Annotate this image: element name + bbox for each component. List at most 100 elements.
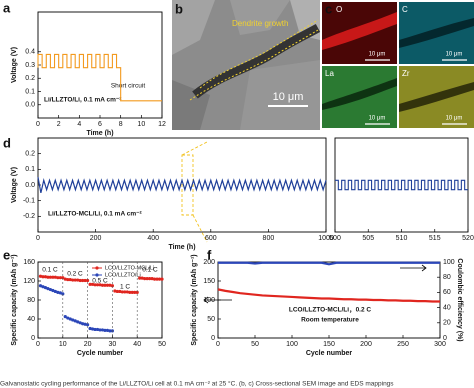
annotation: 1 C	[120, 284, 130, 291]
data-point	[157, 277, 162, 281]
y-tick-label: 100	[203, 297, 215, 304]
data-line	[37, 177, 327, 193]
y-tick-label: 0.0	[25, 102, 35, 109]
data-point	[152, 277, 157, 281]
eds-maps: c O C La Zr 10 μm 10 μm 10 μm 10 μm	[322, 1, 474, 128]
map-element: O	[336, 5, 342, 14]
annotation: 0.1 C	[142, 267, 158, 274]
data-point	[100, 283, 105, 287]
data-point	[98, 328, 102, 332]
data-point	[120, 290, 124, 294]
data-point	[138, 276, 142, 280]
y-tick-label: 0.4	[25, 49, 35, 56]
data-point	[81, 322, 85, 326]
x-tick-label: 500	[329, 235, 341, 242]
y-tick-label: 160	[23, 259, 35, 266]
data-point	[58, 291, 62, 295]
image-label: Dendrite growth	[232, 19, 288, 28]
y-axis-label: Specific capacity (mAh g⁻¹)	[11, 254, 18, 345]
x-tick-label: 0	[36, 341, 40, 348]
data-point	[98, 283, 102, 287]
data-point	[125, 290, 129, 294]
data-point	[63, 315, 67, 319]
x-tick-label: 6	[98, 121, 102, 128]
data-point	[93, 283, 97, 287]
x-axis-label: Cycle number	[306, 350, 353, 357]
legend-label: LCO/LLZTO/Li	[105, 272, 141, 278]
x-tick-label: 0	[216, 341, 220, 348]
data-point	[46, 275, 50, 279]
data-point	[113, 289, 117, 293]
data-point	[93, 327, 97, 332]
panel-letter: e	[3, 247, 10, 262]
y2-tick-label: 40	[443, 304, 451, 311]
data-point	[110, 284, 114, 288]
data-point	[38, 274, 43, 278]
x-tick-label: 20	[84, 341, 92, 348]
x-tick-label: 50	[158, 341, 166, 348]
data-line	[217, 288, 440, 303]
data-point	[68, 277, 72, 282]
legend-marker	[95, 266, 99, 270]
data-point	[108, 329, 112, 333]
y2-tick-label: 60	[443, 289, 451, 296]
annotation: Short circuit	[111, 83, 146, 90]
data-point	[76, 278, 80, 282]
data-point	[73, 319, 77, 323]
y-axis-label: Specific capacity (mAh g⁻¹)	[191, 254, 198, 345]
data-point	[133, 290, 137, 294]
x-tick-label: 200	[360, 341, 372, 348]
x-tick-label: 300	[434, 341, 446, 348]
x-tick-label: 50	[251, 341, 259, 348]
x-tick-label: 600	[205, 235, 217, 242]
data-line	[37, 53, 162, 102]
data-point	[56, 276, 60, 280]
scale-bar-label: 10 μm	[446, 52, 463, 58]
data-point	[61, 292, 65, 296]
y-tick-label: 0.2	[25, 151, 35, 158]
y-tick-label: 0.1	[25, 166, 35, 173]
x-tick-label: 150	[323, 341, 335, 348]
y-tick-label: 40	[27, 316, 35, 323]
data-point	[63, 277, 67, 281]
data-point	[105, 328, 110, 332]
x-tick-label: 40	[133, 341, 141, 348]
data-point	[103, 328, 107, 332]
x-tick-label: 0	[36, 235, 40, 242]
data-point	[90, 282, 95, 286]
data-point	[61, 276, 65, 280]
data-point	[71, 278, 75, 282]
scale-bar-label: 10 μm	[273, 91, 304, 103]
x-tick-label: 2	[57, 121, 61, 128]
y-tick-label: 200	[203, 259, 215, 266]
data-point	[130, 290, 134, 294]
y2-tick-label: 80	[443, 274, 451, 281]
panel-letter: c	[325, 1, 332, 16]
y-tick-label: 0.1	[25, 88, 35, 95]
data-point	[123, 290, 127, 294]
x-tick-label: 4	[77, 121, 81, 128]
legend-label: LCO/LLZTO-MCL/Li	[105, 265, 154, 271]
y-tick-label: -0.2	[23, 213, 35, 220]
data-point	[145, 277, 149, 281]
y2-tick-label: 0	[443, 335, 447, 342]
data-point	[66, 277, 70, 282]
zoom-indicator	[181, 141, 208, 243]
x-tick-label: 800	[263, 235, 275, 242]
data-point	[48, 275, 53, 279]
legend-marker	[95, 273, 99, 277]
y-tick-label: 0	[211, 335, 215, 342]
x-tick-label: 510	[396, 235, 408, 242]
data-point	[78, 278, 82, 283]
data-point	[86, 323, 90, 327]
data-point	[105, 283, 110, 287]
data-point	[51, 275, 55, 279]
y-tick-label: 0.2	[25, 75, 35, 82]
y-tick-label: -0.1	[23, 198, 35, 205]
y2-tick-label: 20	[443, 320, 451, 327]
panel-letter: f	[207, 247, 212, 262]
data-point	[88, 282, 92, 286]
data-point	[76, 320, 80, 324]
annotation: Li/LLZTO-MCL/Li, 0.1 mA cm⁻²	[48, 211, 143, 218]
